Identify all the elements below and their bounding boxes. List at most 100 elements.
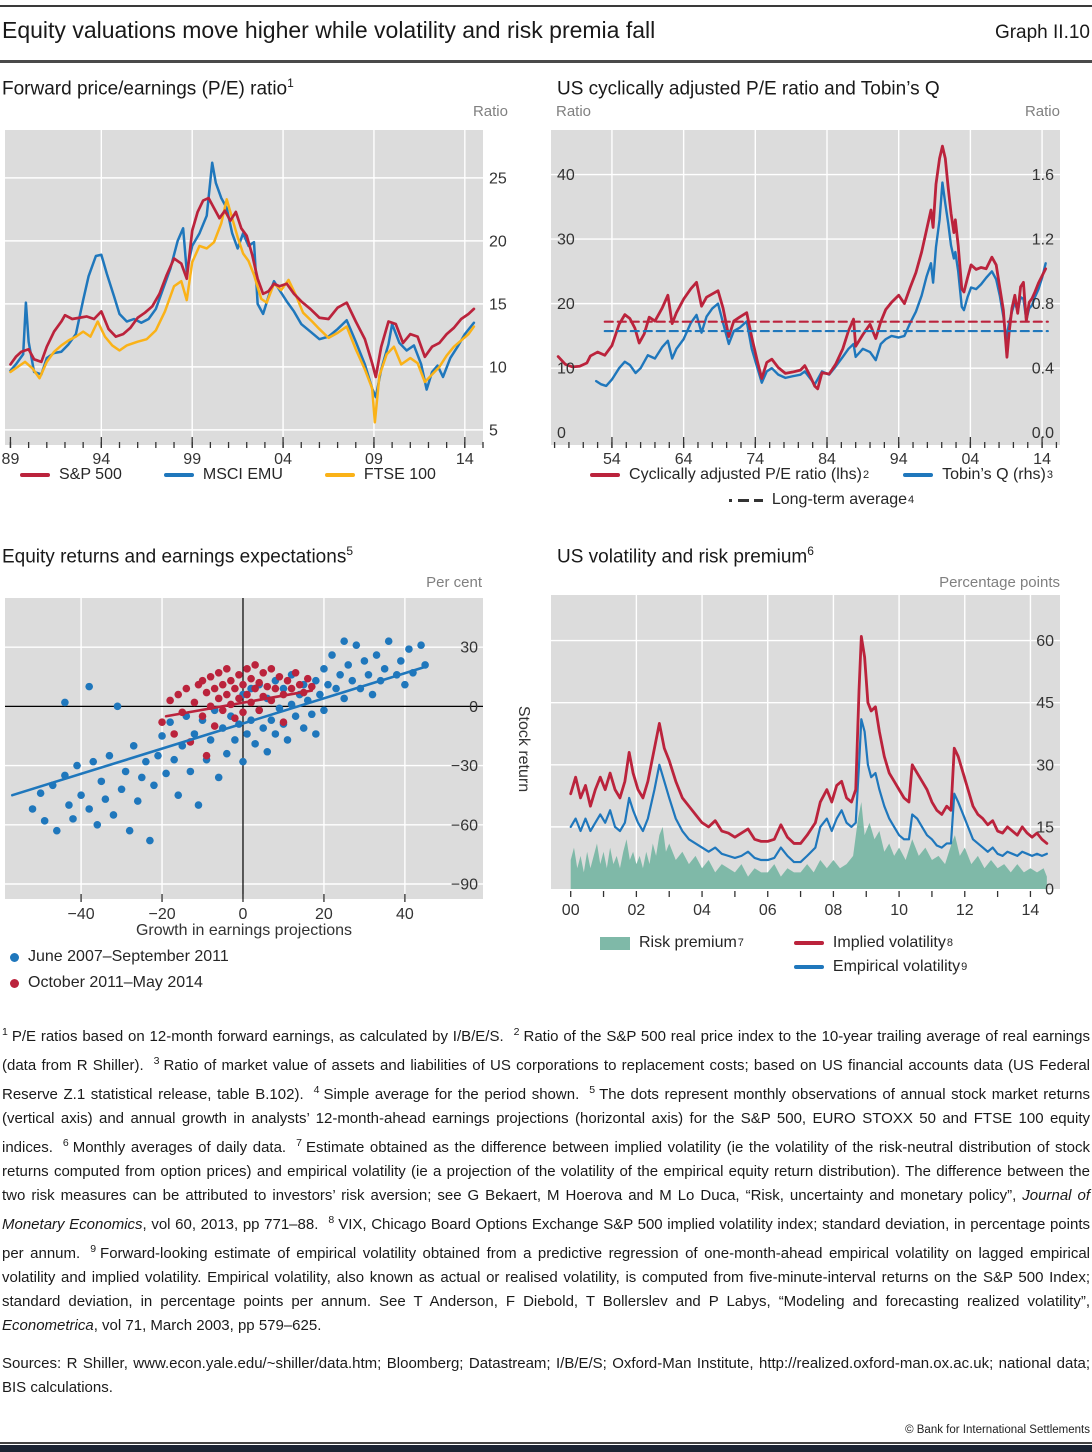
svg-text:94: 94	[890, 451, 908, 468]
sp500-line-swatch	[20, 473, 50, 477]
legend-item-sp500: S&P 500	[20, 466, 122, 484]
panel-title-forward-pe: Forward price/earnings (P/E) ratio1	[2, 76, 294, 100]
blue-dot-swatch	[10, 952, 19, 962]
svg-text:40: 40	[557, 167, 575, 184]
legend-item-ftse100: FTSE 100	[324, 466, 436, 484]
panel-title-volatility-premium: US volatility and risk premium6	[557, 544, 814, 568]
panel-title-returns-expectations: Equity returns and earnings expectations…	[2, 544, 354, 568]
svg-text:08: 08	[825, 902, 843, 919]
legend-forward-pe: S&P 500 MSCI EMU FTSE 100	[20, 466, 436, 484]
svg-text:45: 45	[1036, 695, 1054, 712]
svg-text:1.6: 1.6	[1032, 167, 1054, 184]
svg-text:30: 30	[460, 640, 478, 657]
svg-text:00: 00	[562, 902, 580, 919]
legend-item-long-term-average: Long-term average 4	[728, 491, 914, 509]
svg-text:−90: −90	[451, 876, 478, 893]
svg-text:30: 30	[557, 232, 575, 249]
svg-text:10: 10	[890, 902, 908, 919]
svg-text:54: 54	[603, 451, 621, 468]
legend-item-msci-emu: MSCI EMU	[163, 466, 283, 484]
svg-text:94: 94	[92, 451, 110, 468]
svg-text:0.8: 0.8	[1032, 296, 1054, 313]
legend-item-cape: Cyclically adjusted P/E ratio (lhs) 2	[590, 466, 869, 484]
svg-text:10: 10	[557, 361, 575, 378]
header-rule	[0, 60, 1092, 63]
notes-block: 1 P/E ratios based on 12-month forward ea…	[2, 1020, 1090, 1400]
legend-scatter-row1: June 2007–September 2011	[10, 948, 229, 966]
svg-text:0: 0	[239, 906, 248, 923]
svg-text:04: 04	[961, 451, 979, 468]
svg-text:0: 0	[469, 699, 478, 716]
legend-item-jun2007-sep2011: June 2007–September 2011	[10, 948, 229, 966]
svg-text:64: 64	[675, 451, 693, 468]
graph-number: Graph II.10	[994, 22, 1090, 43]
legend-item-empirical-volatility: Empirical volatility 9	[793, 958, 967, 976]
top-rule	[0, 5, 1092, 7]
risk-premium-area-swatch	[600, 936, 630, 950]
legend-item-tobins-q: Tobin’s Q (rhs) 3	[903, 466, 1053, 484]
svg-text:04: 04	[274, 451, 292, 468]
svg-text:15: 15	[489, 296, 507, 313]
svg-text:0.4: 0.4	[1032, 361, 1054, 378]
sources-line: Sources: R Shiller, www.econ.yale.edu/~s…	[2, 1355, 1090, 1396]
legend-cape-tobin-row1: Cyclically adjusted P/E ratio (lhs) 2 Tob…	[551, 466, 1092, 484]
footer-bar	[0, 1445, 1092, 1452]
svg-text:−30: −30	[451, 758, 478, 775]
svg-text:0.0: 0.0	[1032, 425, 1054, 442]
copyright-notice: © Bank for International Settlements	[905, 1424, 1090, 1436]
svg-text:20: 20	[489, 233, 507, 250]
svg-text:0: 0	[557, 425, 566, 442]
svg-text:−60: −60	[451, 817, 478, 834]
unit-label-percentage-points: Percentage points	[939, 574, 1060, 591]
legend-item-risk-premium: Risk premium 7	[600, 934, 744, 952]
svg-text:−40: −40	[68, 906, 95, 923]
red-dot-swatch	[10, 978, 19, 988]
svg-text:20: 20	[315, 906, 333, 923]
legend-item-implied-volatility: Implied volatility 8	[793, 934, 967, 952]
tobins-q-line-swatch	[903, 473, 934, 477]
unit-label-ratio-tl: Ratio	[472, 103, 508, 120]
legend-volatility: Risk premium 7 Implied volatility 8 Empiri…	[600, 934, 967, 976]
footnotes: 1 P/E ratios based on 12-month forward ea…	[2, 1026, 1090, 1334]
svg-text:89: 89	[2, 451, 20, 468]
svg-text:06: 06	[759, 902, 777, 919]
cape-line-swatch	[590, 473, 621, 477]
page-title: Equity valuations move higher while vola…	[2, 17, 656, 43]
legend-volatility-column: Implied volatility 8 Empirical volatility…	[793, 934, 967, 976]
implied-volatility-line-swatch	[793, 941, 824, 945]
svg-text:14: 14	[456, 451, 474, 468]
svg-text:84: 84	[818, 451, 836, 468]
svg-text:02: 02	[627, 902, 645, 919]
scatter-x-axis-title: Growth in earnings projections	[135, 922, 353, 939]
svg-text:40: 40	[396, 906, 414, 923]
svg-text:30: 30	[1036, 757, 1054, 774]
svg-text:12: 12	[956, 902, 974, 919]
legend-scatter-row2: October 2011–May 2014	[10, 974, 203, 992]
footer-rule	[0, 1442, 1092, 1444]
svg-text:99: 99	[183, 451, 201, 468]
panel-title-cape-tobin: US cyclically adjusted P/E ratio and Tob…	[557, 78, 940, 100]
svg-text:09: 09	[365, 451, 383, 468]
svg-text:04: 04	[693, 902, 711, 919]
svg-text:20: 20	[557, 296, 575, 313]
ftse100-line-swatch	[324, 473, 355, 477]
svg-text:14: 14	[1022, 902, 1040, 919]
svg-text:10: 10	[489, 359, 507, 376]
svg-text:0: 0	[1045, 882, 1054, 899]
unit-label-ratio-tr-left: Ratio	[556, 103, 592, 120]
svg-text:−20: −20	[148, 906, 175, 923]
svg-text:14: 14	[1033, 451, 1051, 468]
svg-text:60: 60	[1036, 633, 1054, 650]
svg-text:25: 25	[489, 170, 507, 187]
legend-item-oct2011-may2014: October 2011–May 2014	[10, 974, 203, 992]
svg-text:15: 15	[1036, 819, 1054, 836]
unit-label-ratio-tr-right: Ratio	[1024, 103, 1060, 120]
msci-emu-line-swatch	[163, 473, 194, 477]
unit-label-per-cent: Per cent	[426, 574, 482, 591]
scatter-y-axis-title: Stock return	[515, 705, 532, 793]
empirical-volatility-line-swatch	[793, 965, 824, 969]
svg-text:1.2: 1.2	[1032, 232, 1054, 249]
svg-text:5: 5	[489, 422, 498, 439]
